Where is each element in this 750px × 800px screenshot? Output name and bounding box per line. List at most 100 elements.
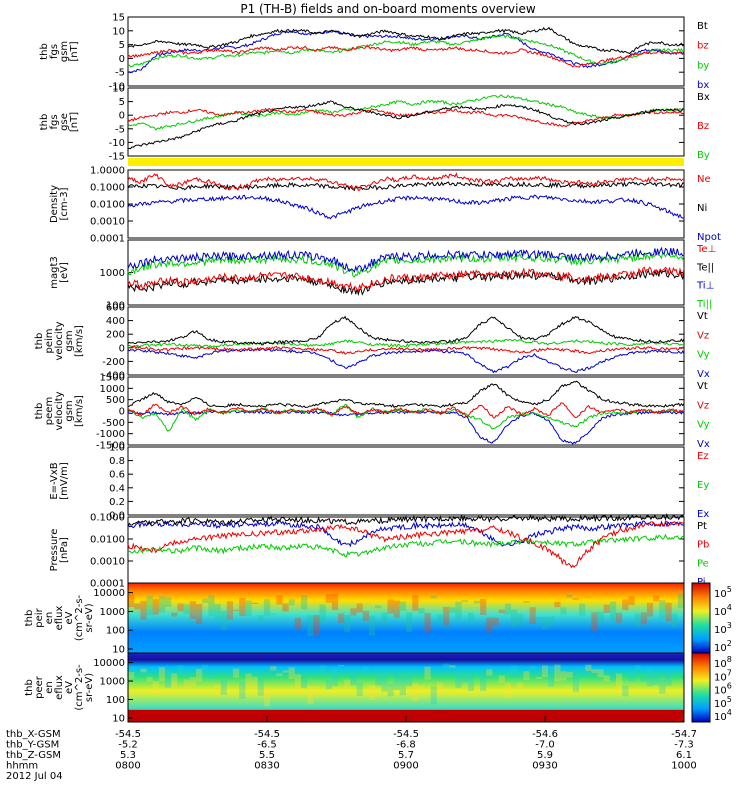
series-line-pi (127, 519, 685, 548)
y-tick-label: 0.8 (109, 456, 125, 467)
spectrogram-texture (585, 596, 592, 598)
y-axis-label: thb (24, 679, 35, 696)
spectrogram-texture (220, 679, 227, 695)
y-tick-label: 0 (119, 111, 125, 122)
y-tick-label: 400 (106, 316, 125, 327)
x-row-value: 5.9 (537, 750, 553, 761)
spectrogram-texture (541, 665, 549, 678)
legend-vz: Vz (697, 400, 709, 411)
y-axis-label: [eV] (59, 262, 70, 283)
spectrogram-texture (609, 601, 617, 621)
y-tick-label: -10 (109, 82, 125, 93)
y-axis-label: sr-eV) (84, 603, 95, 632)
y-tick-label: 1000 (100, 384, 125, 395)
spectrogram-texture (245, 600, 252, 616)
spectrogram-texture (399, 601, 406, 611)
spectrogram-texture (529, 666, 536, 670)
spectrogram-texture (294, 674, 301, 693)
series-line-vz (127, 345, 685, 355)
legend-vy: Vy (697, 350, 710, 361)
y-axis-label: Pressure (49, 529, 60, 572)
spectrogram-texture (245, 673, 252, 689)
spectrogram-texture (257, 615, 264, 622)
spectrogram-texture (152, 681, 159, 694)
series-line-ti (127, 250, 685, 278)
panel-frame (127, 16, 685, 87)
panel-frame (127, 169, 685, 239)
spectrogram-texture (653, 595, 660, 602)
spectrogram-texture (177, 603, 184, 612)
spectrogram-texture (301, 677, 308, 689)
spectrogram-texture (597, 611, 604, 623)
spectrogram-texture (406, 612, 413, 633)
panel-10: thb peer en eflux eV (cm^2-s-sr-eV) 10000 1000 1… (24, 652, 732, 725)
spectrogram-texture (560, 607, 567, 615)
y-axis-label: (cm^2-s- (74, 664, 85, 711)
spectrogram-texture (640, 677, 647, 682)
spectrogram-texture (233, 668, 240, 678)
y-axis-label: Density (49, 185, 60, 223)
y-axis-label: [nT] (69, 41, 80, 61)
y-tick-label: 0.1000 (90, 513, 125, 524)
spectrogram-texture (171, 673, 178, 688)
x-row-value: 5.5 (259, 750, 275, 761)
spectrogram-texture (677, 593, 684, 608)
y-tick-label: 0.0010 (90, 557, 125, 568)
spectrogram-texture (467, 673, 474, 692)
series-line-te (127, 266, 685, 293)
colorbar-label: 102 (714, 639, 732, 654)
spectrogram-texture (226, 601, 233, 620)
y-tick-label: -1000 (96, 429, 125, 440)
spectrogram-texture (140, 668, 147, 673)
x-row-value: -5.2 (118, 740, 138, 751)
spectrogram-texture (412, 595, 419, 611)
x-row-value: -7.3 (674, 740, 694, 751)
spectrogram-texture (331, 593, 339, 610)
y-axis-label: peer (34, 675, 45, 699)
y-axis-label: velocity (54, 391, 65, 430)
spectrogram-texture (646, 668, 654, 687)
y-tick-label: -200 (102, 357, 125, 368)
x-row-value: 0800 (115, 761, 140, 772)
spectrogram-texture (202, 598, 209, 603)
x-row-value: -54.6 (532, 729, 558, 740)
spectrogram-texture (412, 683, 419, 701)
spectrogram-texture (171, 612, 178, 617)
series-line-vt (127, 315, 685, 346)
x-row-label: thb_X-GSM (6, 729, 61, 740)
spectrogram-texture (548, 616, 555, 627)
spectrogram-texture (356, 682, 363, 697)
y-tick-label: 1000 (100, 677, 125, 688)
legend-vt: Vt (697, 311, 708, 322)
legend-te: Te⊥ (696, 244, 716, 255)
y-axis-label: [km/s] (74, 325, 85, 357)
spectrogram-texture (436, 682, 444, 695)
spectrogram-texture (430, 686, 437, 705)
spectrogram-texture (554, 664, 561, 682)
series-line-bz (127, 107, 685, 128)
legend-vy: Vy (697, 420, 710, 431)
y-axis-label: magt3 (49, 256, 60, 289)
x-axis-date: 2012 Jul 04 (6, 771, 63, 782)
spectrogram-texture (659, 600, 666, 619)
y-tick-label: 0.6 (109, 470, 125, 481)
spectrogram-texture (313, 615, 320, 635)
legend-vx: Vx (697, 369, 710, 380)
spectrogram-texture (196, 668, 203, 682)
y-axis-label: fgs (49, 114, 60, 129)
y-tick-label: 0.2 (109, 497, 125, 508)
x-row-value: -6.5 (257, 740, 277, 751)
spectrogram-texture (381, 612, 388, 625)
spectrogram-texture (517, 682, 524, 690)
spectrogram-texture (461, 672, 468, 684)
spectrogram-texture (233, 609, 240, 611)
y-tick-label: 0.0 (109, 511, 125, 522)
spectrogram-texture (294, 617, 301, 630)
y-tick-label: 0 (119, 54, 125, 65)
spectrogram-texture (535, 676, 542, 679)
legend-by: By (697, 150, 710, 161)
y-axis-label: gsm (59, 41, 70, 62)
series-line-pt (127, 512, 685, 527)
spectrogram-texture (455, 672, 462, 689)
spectrogram-texture (646, 602, 654, 617)
